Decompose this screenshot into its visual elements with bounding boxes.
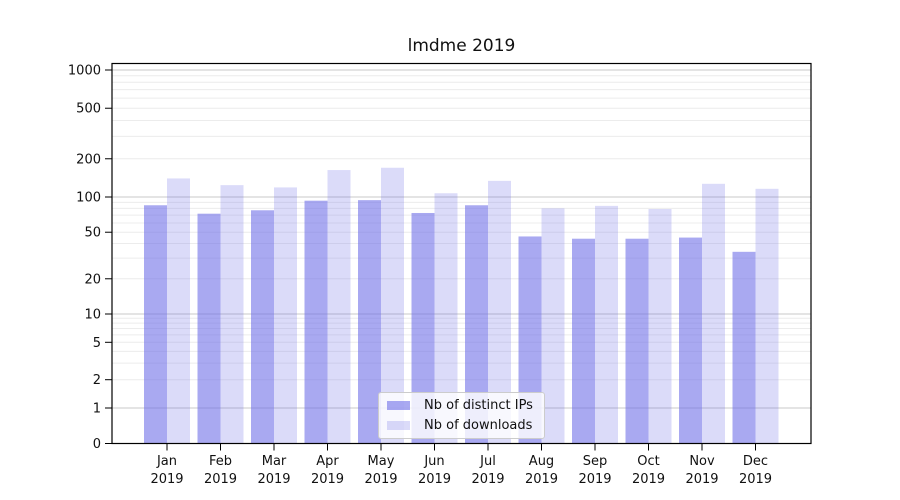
bar-downloads-jun <box>434 193 458 444</box>
bar-downloads-sep <box>595 205 618 444</box>
bar-ips-may <box>358 200 381 444</box>
x-tick-label-year: 2019 <box>685 472 718 487</box>
x-tick-label-month: Apr <box>316 454 339 469</box>
x-tick-label-month: Oct <box>637 454 659 469</box>
bar-ips-mar <box>251 210 274 444</box>
x-tick-label-year: 2019 <box>257 472 290 487</box>
x-tick-label-year: 2019 <box>578 472 611 487</box>
chart-title: lmdme 2019 <box>407 36 516 56</box>
legend-label-downloads: Nb of downloads <box>424 418 533 433</box>
x-tick-label-year: 2019 <box>471 472 504 487</box>
x-tick-label-month: Jul <box>479 454 496 469</box>
y-tick-label: 50 <box>84 226 101 241</box>
x-tick-label-year: 2019 <box>204 472 237 487</box>
x-tick-label-month: Dec <box>743 454 768 469</box>
x-tick-label-year: 2019 <box>364 472 397 487</box>
bar-downloads-apr <box>327 170 351 444</box>
bar-ips-jul <box>465 205 488 444</box>
x-tick-label-year: 2019 <box>525 472 558 487</box>
y-tick-label: 0 <box>93 437 101 452</box>
legend: Nb of distinct IPs Nb of downloads <box>378 392 545 439</box>
bar-downloads-aug <box>541 208 565 444</box>
x-tick-label-month: Jun <box>423 454 444 469</box>
bar-ips-feb <box>197 213 221 444</box>
legend-item-distinct-ips: Nb of distinct IPs <box>387 397 536 414</box>
x-tick-label-month: Feb <box>209 454 232 469</box>
y-tick-label: 500 <box>76 102 101 117</box>
plot-border <box>111 62 812 445</box>
x-tick-label-month: Nov <box>689 454 715 469</box>
legend-label-distinct-ips: Nb of distinct IPs <box>424 398 533 413</box>
bars <box>144 167 779 444</box>
y-tick-label: 5 <box>93 336 101 351</box>
bar-ips-sep <box>572 238 595 444</box>
y-tick-label: 100 <box>76 191 101 206</box>
x-tick-label-year: 2019 <box>418 472 451 487</box>
x-tick-label-year: 2019 <box>150 472 183 487</box>
bar-downloads-nov <box>702 183 725 444</box>
bar-downloads-oct <box>648 208 672 444</box>
bar-downloads-may <box>381 167 404 444</box>
y-tick-label: 1000 <box>68 64 101 79</box>
bar-ips-nov <box>679 237 702 444</box>
bar-ips-dec <box>732 251 756 444</box>
bar-downloads-feb <box>220 185 244 444</box>
bar-ips-aug <box>518 236 542 444</box>
x-tick-label-year: 2019 <box>632 472 665 487</box>
legend-swatch-distinct-ips <box>387 401 410 410</box>
y-axis: 0 1 2 5 10 20 50 100 200 500 1000 <box>68 64 112 452</box>
legend-swatch-downloads <box>387 421 410 430</box>
legend-item-downloads: Nb of downloads <box>387 417 536 434</box>
bar-ips-jan <box>144 205 167 444</box>
bar-ips-jun <box>411 212 435 444</box>
y-tick-label: 200 <box>76 152 101 167</box>
y-tick-label: 20 <box>84 272 101 287</box>
bar-ips-apr <box>304 200 328 444</box>
bar-downloads-jan <box>167 178 190 444</box>
x-tick-label-month: May <box>368 454 395 469</box>
x-tick-label-month: Aug <box>529 454 554 469</box>
bar-downloads-jul <box>488 180 511 444</box>
x-tick-label-month: Mar <box>262 454 287 469</box>
x-axis: Jan 2019 Feb 2019 Mar 2019 Apr 2019 May 2019 Jun 20… <box>150 443 772 487</box>
y-tick-label: 2 <box>93 373 101 388</box>
x-tick-label-year: 2019 <box>739 472 772 487</box>
y-tick-label: 1 <box>93 402 101 417</box>
x-tick-label-month: Sep <box>583 454 608 469</box>
bar-ips-oct <box>625 238 649 444</box>
bar-downloads-dec <box>755 188 779 444</box>
x-tick-label-year: 2019 <box>311 472 344 487</box>
bar-downloads-mar <box>274 187 297 444</box>
y-tick-label: 10 <box>84 308 101 323</box>
x-tick-label-month: Jan <box>156 454 177 469</box>
